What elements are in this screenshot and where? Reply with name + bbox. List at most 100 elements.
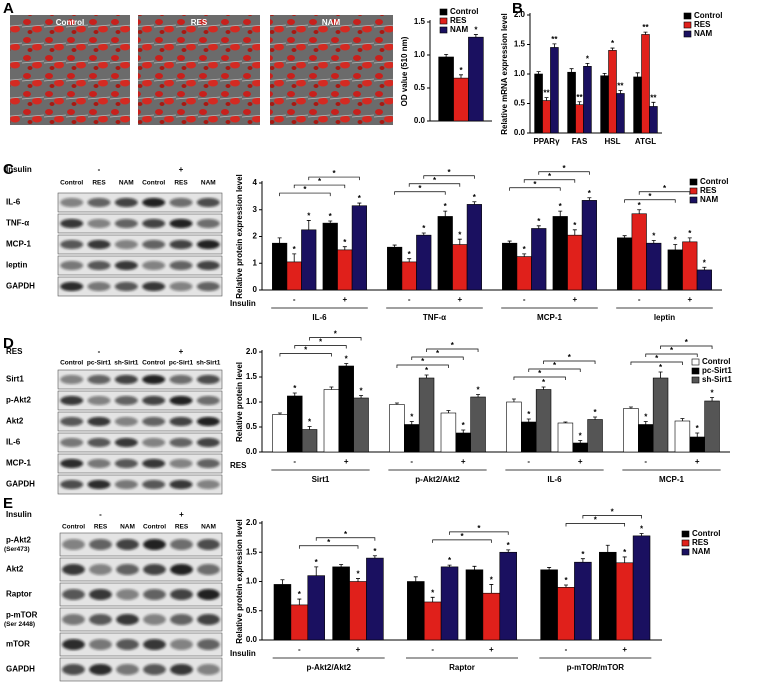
significance: * xyxy=(359,387,363,396)
significance: * xyxy=(623,548,627,557)
blot-band xyxy=(62,564,85,575)
error-bar xyxy=(306,220,311,230)
blot-band xyxy=(197,539,220,550)
error-bar xyxy=(506,549,511,553)
bar xyxy=(301,429,318,453)
error-bar xyxy=(357,202,362,206)
blot-band xyxy=(142,374,166,385)
x-axis-label: Insulin xyxy=(230,649,256,658)
significance: * xyxy=(527,410,531,419)
error-bar xyxy=(430,596,435,602)
blot-band xyxy=(170,589,193,600)
blot-band xyxy=(169,239,193,250)
legend-swatch xyxy=(683,30,692,38)
blot-lane-label: NAM xyxy=(120,524,135,531)
error-bar xyxy=(446,410,451,413)
significance: * xyxy=(298,590,302,599)
error-bar xyxy=(577,101,582,105)
micrograph-label: NAM xyxy=(322,18,341,27)
bar xyxy=(323,389,340,453)
significance: * xyxy=(640,525,644,534)
bar xyxy=(531,228,547,291)
blot-band xyxy=(169,281,193,292)
blot-band xyxy=(87,239,111,250)
error-bar xyxy=(356,578,360,582)
blot-strip xyxy=(57,234,223,255)
blot-lane-label: pc-Sirt1 xyxy=(87,360,112,367)
significance: * xyxy=(638,201,642,210)
comparison-bracket xyxy=(408,183,461,187)
comparison-label: * xyxy=(304,346,308,355)
error-bar xyxy=(628,406,633,409)
x-tick-label: + xyxy=(695,457,700,466)
comparison-label: * xyxy=(448,168,452,177)
error-bar xyxy=(563,421,568,423)
comparison-label: * xyxy=(563,164,567,173)
blot-band xyxy=(197,614,220,625)
bar xyxy=(351,205,367,291)
bar xyxy=(572,442,588,453)
significance: ** xyxy=(576,93,583,102)
x-tick-label: + xyxy=(572,295,577,304)
blot-lane-label: Control xyxy=(143,524,166,531)
blot-row-label: GAPDH xyxy=(6,480,35,489)
blot-band xyxy=(116,614,139,625)
significance: * xyxy=(315,558,319,567)
significance: * xyxy=(356,570,360,579)
blot-band xyxy=(142,395,166,406)
comparison-bracket xyxy=(582,515,642,519)
error-bar xyxy=(507,240,512,244)
blot-row-note: (Ser 2448) xyxy=(4,621,35,628)
comparison-label: * xyxy=(421,357,425,366)
blot-band xyxy=(60,374,84,385)
blot-band xyxy=(142,197,166,208)
blot-band xyxy=(143,539,166,550)
blot-row-label: p-mTOR xyxy=(6,611,38,620)
significance: * xyxy=(307,212,311,221)
panel-letter: E xyxy=(3,495,13,512)
error-bar xyxy=(578,440,583,443)
significance: * xyxy=(696,424,700,433)
error-bar xyxy=(307,426,312,430)
x-tick-label: - xyxy=(298,645,301,654)
y-tick-label: 0.5 xyxy=(414,83,426,92)
bar xyxy=(401,261,417,291)
bar xyxy=(632,535,651,641)
group-label: p-Akt2/Akt2 xyxy=(415,475,460,484)
group-label: IL-6 xyxy=(547,475,562,484)
legend-label: RES xyxy=(694,20,711,29)
blot-band xyxy=(143,589,166,600)
blot-band xyxy=(169,197,193,208)
significance: ** xyxy=(650,93,657,102)
legend-label: NAM xyxy=(700,195,719,204)
blot-condition: - xyxy=(98,347,101,356)
blot-band xyxy=(62,614,85,625)
blot-band xyxy=(62,664,85,675)
significance: * xyxy=(537,217,541,226)
legend-label: Control xyxy=(450,7,478,16)
blot-band xyxy=(196,218,220,229)
comparison-label: * xyxy=(333,169,337,178)
comparison-bracket xyxy=(538,171,590,175)
error-bar xyxy=(473,34,478,38)
x-tick-label: - xyxy=(293,457,296,466)
group-label: Raptor xyxy=(449,663,475,672)
blot-row-label: leptin xyxy=(6,261,27,270)
comparison-bracket xyxy=(660,345,713,349)
comparison-bracket xyxy=(308,176,360,181)
micrograph-label: Control xyxy=(56,18,84,27)
blot-band xyxy=(143,639,166,650)
blot-band xyxy=(196,458,220,469)
blot-band xyxy=(196,197,220,208)
bar xyxy=(470,396,486,453)
error-bar xyxy=(277,412,282,415)
legend-swatch xyxy=(681,548,690,556)
blot-group-label: RES xyxy=(6,347,23,356)
bar xyxy=(468,36,484,122)
blot-band xyxy=(143,564,166,575)
blot-band xyxy=(60,218,84,229)
legend-label: RES xyxy=(692,538,709,547)
y-tick-label: 1.5 xyxy=(514,40,526,49)
comparison-bracket xyxy=(294,345,347,349)
comparison-bracket xyxy=(624,199,676,203)
